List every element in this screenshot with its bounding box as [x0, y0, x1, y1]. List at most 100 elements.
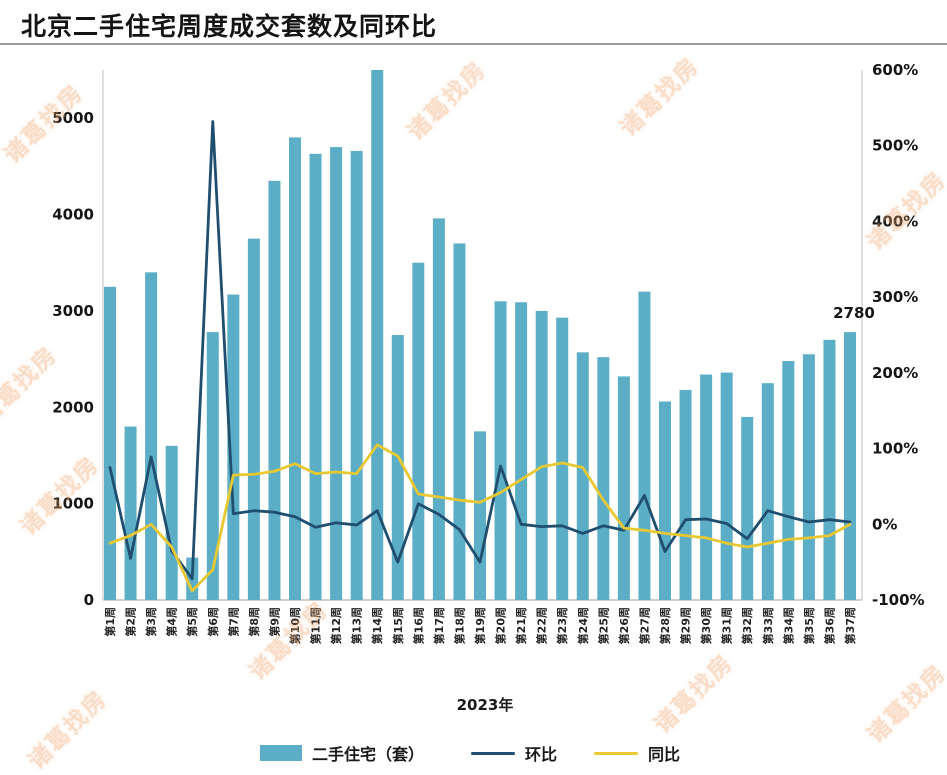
right-axis-tick: 300% [872, 288, 918, 306]
x-category-label: 第13周 [350, 607, 364, 644]
bar-第25周 [597, 357, 610, 600]
x-category-label: 第9周 [267, 607, 281, 637]
data-label-2780: 2780 [833, 304, 875, 322]
x-category-label: 第12周 [329, 607, 343, 644]
bar-第37周 [844, 332, 856, 600]
x-category-label: 第4周 [165, 607, 179, 637]
bar-第7周 [227, 294, 240, 600]
right-axis-tick: 400% [872, 212, 918, 230]
tongbi-line [108, 443, 852, 593]
legend-bar-label: 二手住宅（套） [312, 745, 425, 764]
right-axis-tick: 600% [872, 61, 918, 79]
x-category-label: 第8周 [247, 607, 261, 637]
bar-第18周 [453, 243, 466, 601]
right-axis-tick: 500% [872, 137, 918, 155]
x-category-label: 第31周 [720, 607, 734, 644]
right-axis-tick: 200% [872, 364, 918, 382]
x-category-label: 第11周 [309, 607, 323, 644]
bar-第17周 [432, 218, 445, 600]
left-axis-tick: 2000 [52, 398, 94, 416]
bar-第2周 [124, 426, 137, 600]
x-category-label: 第20周 [494, 607, 508, 644]
x-category-label: 第36周 [822, 607, 836, 644]
bar-第11周 [309, 153, 322, 600]
x-category-label: 第1周 [103, 607, 117, 637]
x-category-label: 第32周 [740, 607, 754, 644]
bar-第28周 [659, 401, 671, 600]
bar-第21周 [515, 302, 528, 600]
left-axis-tick: 3000 [52, 302, 94, 320]
bar-第36周 [823, 339, 836, 600]
x-category-label: 第2周 [124, 607, 138, 637]
bar-第16周 [412, 262, 425, 600]
bar-第31周 [720, 372, 733, 600]
bar-第10周 [289, 137, 301, 601]
x-category-label: 第26周 [617, 607, 631, 644]
bar-第14周 [371, 70, 384, 600]
legend-huanbi-line-swatch [471, 751, 516, 755]
x-category-label: 第10周 [288, 607, 302, 644]
x-category-label: 第34周 [781, 607, 795, 644]
x-category-label: 第25周 [596, 607, 610, 644]
x-category-label: 第21周 [514, 607, 528, 644]
title-bar: 北京二手住宅周度成交套数及同环比 [0, 0, 947, 45]
bar-第9周 [268, 180, 281, 600]
x-category-label: 第19周 [473, 607, 487, 644]
bar-第27周 [638, 291, 651, 600]
bar-第32周 [741, 416, 754, 600]
x-category-label: 第37周 [843, 607, 857, 644]
x-category-label: 第33周 [761, 607, 775, 644]
right-axis-tick: -100% [872, 591, 925, 609]
legend-tongbi-line-swatch [594, 751, 639, 755]
x-category-label: 第27周 [637, 607, 651, 644]
bar-第20周 [494, 301, 507, 600]
bar-第34周 [782, 361, 795, 600]
bar-第19周 [474, 431, 486, 600]
x-category-label: 第17周 [432, 607, 446, 644]
x-category-label: 第28周 [658, 607, 672, 644]
bar-第29周 [679, 389, 692, 600]
x-axis-title: 2023年 [456, 696, 514, 714]
x-category-label: 第22周 [535, 607, 549, 644]
legend: 二手住宅（套） 环比 同比 [260, 741, 680, 765]
legend-tongbi-label: 同比 [648, 745, 681, 764]
left-axis-tick: 0 [84, 591, 94, 609]
huanbi-line [108, 120, 852, 581]
legend-huanbi-label: 环比 [525, 745, 558, 764]
x-category-label: 第3周 [144, 607, 158, 637]
bar-第30周 [700, 374, 713, 600]
chart-title: 北京二手住宅周度成交套数及同环比 [21, 12, 438, 41]
x-category-label: 第7周 [226, 607, 240, 637]
x-category-label: 第30周 [699, 607, 713, 644]
bar-第26周 [617, 376, 630, 600]
x-category-label: 第23周 [555, 607, 569, 644]
x-category-label: 第5周 [185, 607, 199, 637]
bar-第13周 [350, 150, 363, 601]
bar-第24周 [576, 352, 589, 600]
left-axis-tick: 1000 [52, 495, 94, 513]
x-category-label: 第14周 [370, 607, 384, 644]
bar-第1周 [104, 286, 116, 600]
bar-第12周 [330, 147, 343, 600]
bar-第3周 [145, 272, 158, 600]
bar-第15周 [391, 335, 404, 600]
left-axis-tick: 4000 [52, 206, 94, 224]
bar-第4周 [165, 445, 178, 600]
bar-第35周 [802, 354, 815, 600]
x-category-label: 第35周 [802, 607, 816, 644]
bar-第6周 [206, 332, 219, 600]
right-axis-tick: 0% [872, 515, 897, 533]
bar-第33周 [761, 383, 774, 600]
bar-第8周 [247, 238, 260, 601]
x-category-label: 第15周 [391, 607, 405, 644]
x-category-label: 第6周 [206, 607, 220, 637]
legend-bar-swatch [260, 745, 302, 761]
x-category-label: 第29周 [679, 607, 693, 644]
bar-第22周 [535, 310, 548, 600]
x-category-label: 第24周 [576, 607, 590, 644]
x-category-label: 第18周 [452, 607, 466, 644]
right-axis-tick: 100% [872, 440, 918, 458]
left-axis-tick: 5000 [52, 109, 94, 127]
